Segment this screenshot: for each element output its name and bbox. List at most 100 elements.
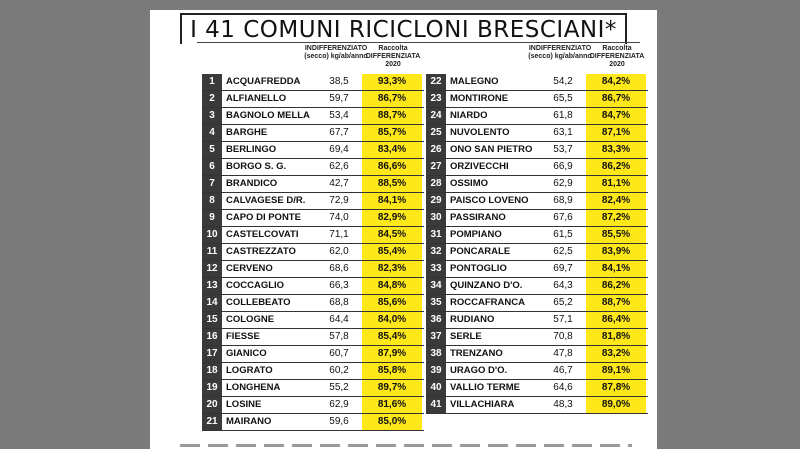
- table-row: 40 VALLIO TERME 64,6 87,8%: [426, 380, 648, 397]
- indifferenziato-value: 69,7: [553, 263, 573, 274]
- raccolta-value: 88,5%: [362, 176, 422, 192]
- comune-name: FIESSE: [226, 331, 260, 342]
- page-title: I 41 COMUNI RICICLONI BRESCIANI*: [180, 13, 627, 44]
- header-ind-line1: INDIFFERENZIATO: [528, 45, 592, 52]
- rank-cell: 16: [202, 329, 222, 345]
- rank-cell: 38: [426, 346, 446, 362]
- table-row: 10 CASTELCOVATI 71,1 84,5%: [202, 227, 424, 244]
- table-row: 20 LOSINE 62,9 81,6%: [202, 397, 424, 414]
- comune-name: NUVOLENTO: [450, 127, 510, 138]
- raccolta-value: 82,4%: [586, 193, 646, 209]
- indifferenziato-value: 63,1: [553, 127, 573, 138]
- rank-cell: 4: [202, 125, 222, 141]
- table-row: 41 VILLACHIARA 48,3 89,0%: [426, 397, 648, 414]
- rank-cell: 33: [426, 261, 446, 277]
- comune-name: SERLE: [450, 331, 482, 342]
- raccolta-value: 82,3%: [362, 261, 422, 277]
- comune-name: URAGO D'O.: [450, 365, 508, 376]
- indifferenziato-value: 62,9: [329, 399, 349, 410]
- raccolta-value: 89,7%: [362, 380, 422, 396]
- rank-cell: 30: [426, 210, 446, 226]
- raccolta-value: 86,2%: [586, 278, 646, 294]
- table-row: 14 COLLEBEATO 68,8 85,6%: [202, 295, 424, 312]
- rank-cell: 25: [426, 125, 446, 141]
- raccolta-value: 83,4%: [362, 142, 422, 158]
- raccolta-value: 84,5%: [362, 227, 422, 243]
- indifferenziato-value: 65,2: [553, 297, 573, 308]
- rank-cell: 10: [202, 227, 222, 243]
- indifferenziato-value: 55,2: [329, 382, 349, 393]
- comune-name: COLOGNE: [226, 314, 275, 325]
- indifferenziato-value: 68,6: [329, 263, 349, 274]
- indifferenziato-value: 59,6: [329, 416, 349, 427]
- rank-cell: 23: [426, 91, 446, 107]
- comune-name: CAPO DI PONTE: [226, 212, 301, 223]
- rank-cell: 26: [426, 142, 446, 158]
- indifferenziato-value: 71,1: [329, 229, 349, 240]
- table-row: 11 CASTREZZATO 62,0 85,4%: [202, 244, 424, 261]
- raccolta-value: 89,1%: [586, 363, 646, 379]
- comune-name: LOSINE: [226, 399, 262, 410]
- indifferenziato-value: 60,2: [329, 365, 349, 376]
- comune-name: ALFIANELLO: [226, 93, 287, 104]
- table-row: 1 ACQUAFREDDA 38,5 93,3%: [202, 74, 424, 91]
- table-row: 32 PONCARALE 62,5 83,9%: [426, 244, 648, 261]
- indifferenziato-value: 64,6: [553, 382, 573, 393]
- rank-cell: 12: [202, 261, 222, 277]
- indifferenziato-value: 66,3: [329, 280, 349, 291]
- comune-name: MONTIRONE: [450, 93, 509, 104]
- raccolta-value: 85,4%: [362, 329, 422, 345]
- rank-cell: 22: [426, 74, 446, 90]
- indifferenziato-value: 62,9: [553, 178, 573, 189]
- indifferenziato-value: 61,5: [553, 229, 573, 240]
- table-row: 21 MAIRANO 59,6 85,0%: [202, 414, 424, 431]
- left-header-indifferenziato: INDIFFERENZIATO (secco) kg/ab/anno: [296, 45, 376, 61]
- raccolta-value: 93,3%: [362, 74, 422, 90]
- raccolta-value: 85,4%: [362, 244, 422, 260]
- header-ind-line2: (secco) kg/ab/anno: [304, 53, 368, 60]
- table-row: 17 GIANICO 60,7 87,9%: [202, 346, 424, 363]
- indifferenziato-value: 57,1: [553, 314, 573, 325]
- rank-cell: 32: [426, 244, 446, 260]
- table-row: 12 CERVENO 68,6 82,3%: [202, 261, 424, 278]
- rank-cell: 20: [202, 397, 222, 413]
- comune-name: ONO SAN PIETRO: [450, 144, 533, 155]
- rank-cell: 13: [202, 278, 222, 294]
- indifferenziato-value: 53,7: [553, 144, 573, 155]
- raccolta-value: 85,0%: [362, 414, 422, 430]
- indifferenziato-value: 74,0: [329, 212, 349, 223]
- table-row: 27 ORZIVECCHI 66,9 86,2%: [426, 159, 648, 176]
- table-row: 4 BARGHE 67,7 85,7%: [202, 125, 424, 142]
- comune-name: GIANICO: [226, 348, 267, 359]
- indifferenziato-value: 68,9: [553, 195, 573, 206]
- comune-name: COCCAGLIO: [226, 280, 285, 291]
- table-row: 29 PAISCO LOVENO 68,9 82,4%: [426, 193, 648, 210]
- comune-name: LOGRATO: [226, 365, 273, 376]
- indifferenziato-value: 72,9: [329, 195, 349, 206]
- right-header-indifferenziato: INDIFFERENZIATO (secco) kg/ab/anno: [520, 45, 600, 61]
- comune-name: LONGHENA: [226, 382, 281, 393]
- table-row: 2 ALFIANELLO 59,7 86,7%: [202, 91, 424, 108]
- indifferenziato-value: 66,9: [553, 161, 573, 172]
- rank-cell: 19: [202, 380, 222, 396]
- raccolta-value: 87,9%: [362, 346, 422, 362]
- comune-name: NIARDO: [450, 110, 488, 121]
- comune-name: ROCCAFRANCA: [450, 297, 525, 308]
- table-row: 24 NIARDO 61,8 84,7%: [426, 108, 648, 125]
- indifferenziato-value: 62,0: [329, 246, 349, 257]
- indifferenziato-value: 68,8: [329, 297, 349, 308]
- raccolta-value: 87,1%: [586, 125, 646, 141]
- rank-cell: 29: [426, 193, 446, 209]
- header-rac-line1: Raccolta: [378, 45, 408, 52]
- table-row: 34 QUINZANO D'O. 64,3 86,2%: [426, 278, 648, 295]
- rank-cell: 6: [202, 159, 222, 175]
- rank-cell: 40: [426, 380, 446, 396]
- raccolta-value: 85,8%: [362, 363, 422, 379]
- rank-cell: 24: [426, 108, 446, 124]
- table-row: 7 BRANDICO 42,7 88,5%: [202, 176, 424, 193]
- indifferenziato-value: 42,7: [329, 178, 349, 189]
- comune-name: PAISCO LOVENO: [450, 195, 529, 206]
- document-page: I 41 COMUNI RICICLONI BRESCIANI* INDIFFE…: [150, 10, 657, 449]
- table-row: 35 ROCCAFRANCA 65,2 88,7%: [426, 295, 648, 312]
- raccolta-value: 84,8%: [362, 278, 422, 294]
